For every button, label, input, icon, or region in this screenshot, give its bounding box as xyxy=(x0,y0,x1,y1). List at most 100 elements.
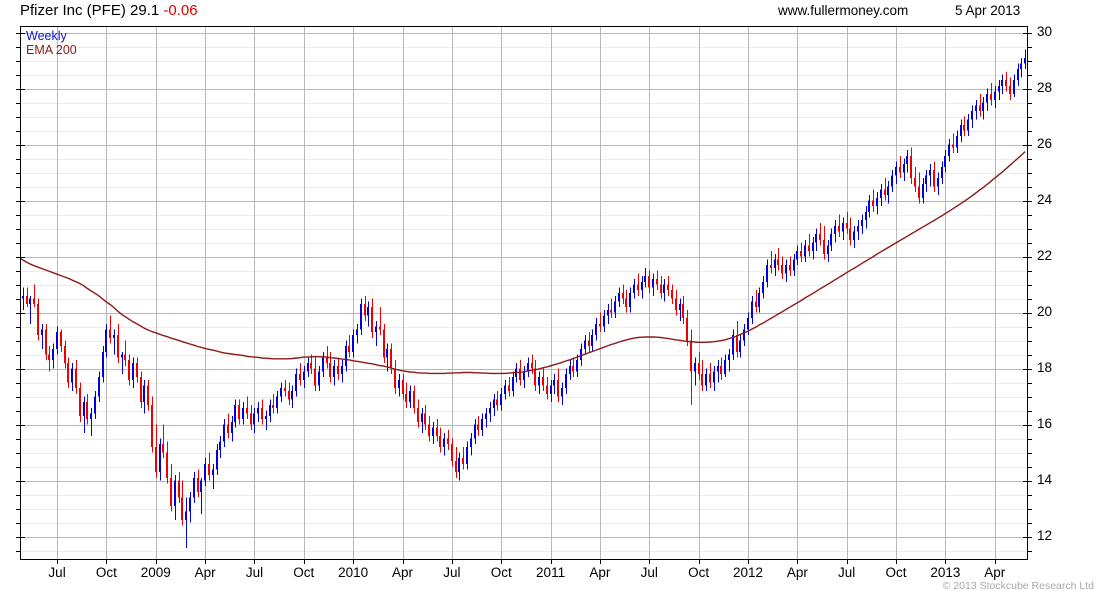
y-axis-minor-tick xyxy=(1028,285,1032,286)
x-axis-tick-label: Apr xyxy=(786,565,808,580)
x-axis-tick-label: Oct xyxy=(490,565,512,580)
y-axis-minor-tick xyxy=(1028,495,1032,496)
website-label: www.fullermoney.com xyxy=(778,3,909,18)
x-axis-tick-label: 2012 xyxy=(732,565,763,580)
x-axis-tick xyxy=(600,560,601,564)
y-axis-minor-tick xyxy=(1028,537,1032,538)
y-axis-tick-label: 30 xyxy=(1037,23,1053,39)
x-axis-tick xyxy=(452,560,453,564)
x-axis-tick xyxy=(748,560,749,564)
y-axis-minor-tick xyxy=(16,61,20,62)
y-axis-minor-tick xyxy=(1028,383,1032,384)
y-axis-tick xyxy=(20,369,25,370)
y-axis-minor-tick xyxy=(16,229,20,230)
y-axis-tick xyxy=(20,201,25,202)
y-axis-minor-tick xyxy=(1028,131,1032,132)
y-axis-minor-tick xyxy=(16,383,20,384)
y-axis-tick xyxy=(20,425,25,426)
y-axis-minor-tick xyxy=(16,397,20,398)
y-axis-tick xyxy=(20,537,25,538)
y-axis-minor-tick xyxy=(1028,243,1032,244)
x-axis-tick xyxy=(995,560,996,564)
y-axis-tick xyxy=(1023,481,1028,482)
y-axis-minor-tick xyxy=(16,271,20,272)
x-axis-tick xyxy=(403,560,404,564)
x-axis-tick-label: Oct xyxy=(95,565,117,580)
y-axis-tick xyxy=(20,313,25,314)
chart-date: 5 Apr 2013 xyxy=(955,3,1021,18)
y-axis-minor-tick xyxy=(16,299,20,300)
x-axis-tick xyxy=(797,560,798,564)
y-axis-minor-tick xyxy=(1028,229,1032,230)
y-axis-minor-tick xyxy=(1028,159,1032,160)
y-axis-tick-label: 26 xyxy=(1037,135,1053,151)
y-axis-minor-tick xyxy=(1028,33,1032,34)
x-axis-tick xyxy=(57,560,58,564)
x-axis-tick xyxy=(649,560,650,564)
chart-canvas xyxy=(21,27,1027,559)
y-axis-minor-tick xyxy=(16,355,20,356)
y-axis-minor-tick xyxy=(1028,257,1032,258)
y-axis-minor-tick xyxy=(16,453,20,454)
y-axis-tick-label: 22 xyxy=(1037,247,1053,263)
x-axis-tick xyxy=(699,560,700,564)
y-axis-minor-tick xyxy=(16,551,20,552)
y-axis-tick xyxy=(20,145,25,146)
y-axis-minor-tick xyxy=(16,103,20,104)
x-axis-tick-label: 2009 xyxy=(140,565,171,580)
x-axis-tick-label: Jul xyxy=(48,565,66,580)
y-axis-minor-tick xyxy=(1028,327,1032,328)
y-axis-minor-tick xyxy=(16,243,20,244)
y-axis-tick-label: 24 xyxy=(1037,191,1053,207)
y-axis-tick xyxy=(1023,313,1028,314)
y-axis-tick-label: 20 xyxy=(1037,303,1053,319)
y-axis-tick xyxy=(20,33,25,34)
instrument-name: Pfizer Inc (PFE) xyxy=(20,2,126,19)
y-axis-tick xyxy=(1023,537,1028,538)
x-axis-tick-label: Oct xyxy=(688,565,710,580)
y-axis-minor-tick xyxy=(16,341,20,342)
x-axis-tick xyxy=(156,560,157,564)
chart-header: Pfizer Inc (PFE) 29.1 -0.06 www.fullermo… xyxy=(0,0,1100,22)
y-axis-tick xyxy=(1023,201,1028,202)
plot-area: Weekly EMA 200 xyxy=(20,26,1028,560)
y-axis-tick xyxy=(1023,369,1028,370)
y-axis-minor-tick xyxy=(1028,467,1032,468)
y-axis-minor-tick xyxy=(16,285,20,286)
y-axis-minor-tick xyxy=(1028,411,1032,412)
y-axis-tick xyxy=(20,481,25,482)
y-axis-tick xyxy=(20,257,25,258)
y-axis-minor-tick xyxy=(1028,481,1032,482)
x-axis-tick-label: Apr xyxy=(984,565,1006,580)
y-axis-minor-tick xyxy=(16,257,20,258)
y-axis-minor-tick xyxy=(1028,61,1032,62)
y-axis-minor-tick xyxy=(1028,173,1032,174)
y-axis-minor-tick xyxy=(1028,397,1032,398)
y-axis-tick-label: 12 xyxy=(1037,527,1053,543)
y-axis-tick xyxy=(1023,89,1028,90)
x-axis-tick xyxy=(254,560,255,564)
y-axis-tick xyxy=(1023,425,1028,426)
y-axis-minor-tick xyxy=(16,495,20,496)
y-axis-minor-tick xyxy=(1028,47,1032,48)
x-axis-tick xyxy=(353,560,354,564)
y-axis-tick xyxy=(1023,33,1028,34)
y-axis-minor-tick xyxy=(16,215,20,216)
y-axis-minor-tick xyxy=(16,425,20,426)
y-axis-minor-tick xyxy=(16,369,20,370)
x-axis-tick-label: Apr xyxy=(194,565,216,580)
price-change: -0.06 xyxy=(163,2,198,19)
y-axis-minor-tick xyxy=(16,481,20,482)
x-axis-tick-label: Apr xyxy=(589,565,611,580)
page-title: Pfizer Inc (PFE) 29.1 -0.06 xyxy=(20,2,198,19)
y-axis-minor-tick xyxy=(1028,75,1032,76)
x-axis-tick-label: Apr xyxy=(392,565,414,580)
x-axis-tick-label: Oct xyxy=(293,565,315,580)
y-axis-minor-tick xyxy=(1028,341,1032,342)
y-axis-minor-tick xyxy=(1028,523,1032,524)
y-axis-minor-tick xyxy=(16,467,20,468)
y-axis-minor-tick xyxy=(16,159,20,160)
y-axis-minor-tick xyxy=(1028,145,1032,146)
y-axis-tick xyxy=(1023,257,1028,258)
